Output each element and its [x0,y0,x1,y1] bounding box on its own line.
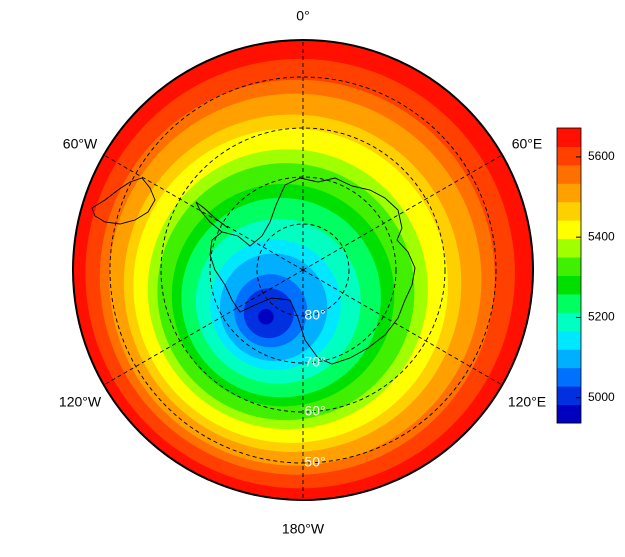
colorbar-segment [557,183,581,203]
colorbar-tick-label: 5000 [588,390,615,404]
colorbar-segment [557,349,581,369]
map-border [72,39,534,501]
lon-label: 120°W [59,394,102,410]
colorbar-segment [557,330,581,350]
meridian [302,154,503,271]
field [73,40,533,500]
colorbar-segment [557,293,581,313]
colorbar-frame [556,127,582,424]
lon-label: 180°W [282,521,325,537]
meridian [302,269,503,386]
colorbar-tick-label: 5600 [588,149,615,163]
lon-label: 60°E [512,136,543,152]
colorbar-segment [557,128,581,147]
colorbar-segment [557,312,581,332]
peninsula-coast [195,201,229,233]
colorbar-segment [557,164,581,184]
colorbar-segment [557,257,581,276]
lat-label: 70° [304,354,325,370]
colorbar-tick-label: 5200 [588,310,615,324]
colorbar-segment [557,367,581,387]
meridian [103,154,304,271]
coastlines [91,177,416,365]
colorbar-segment [557,201,581,221]
lon-label: 120°E [508,394,546,410]
colorbar-segment [557,275,581,295]
colorbar-tick-label: 5400 [588,229,615,243]
lat-label: 50° [304,454,325,470]
lon-label: 0° [296,8,309,24]
lat-label: 80° [304,307,325,323]
south-america-coast [91,177,156,225]
lon-label: 60°W [63,136,98,152]
contour-fill [258,309,274,325]
colorbar-segment [557,146,581,166]
colorbar-segment [557,238,581,258]
antarctica-coast [209,177,416,365]
colorbar-segment [557,220,581,240]
colorbar-segment [557,386,581,406]
colorbar-segment [557,404,581,424]
lat-label: 60° [304,403,325,419]
meridian [103,269,304,386]
graticule [103,40,503,500]
